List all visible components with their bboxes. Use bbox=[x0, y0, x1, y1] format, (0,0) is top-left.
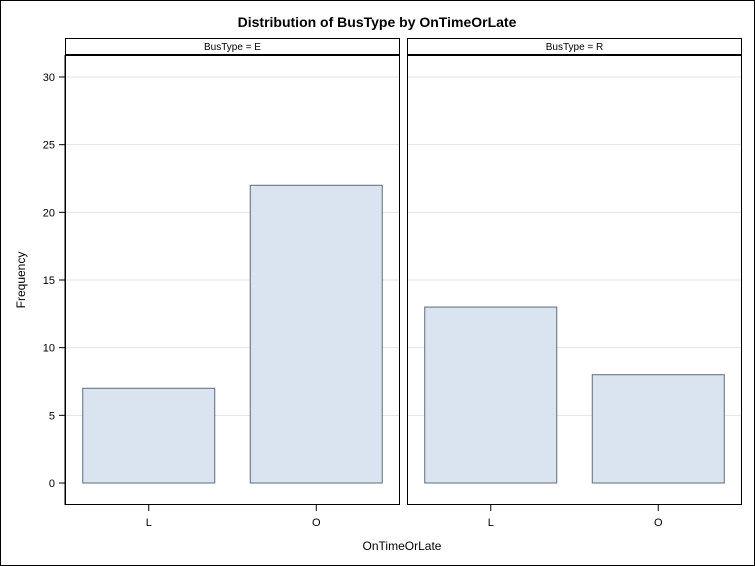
bar-1-L bbox=[82, 387, 216, 484]
chart-title: Distribution of BusType by OnTimeOrLate bbox=[238, 14, 517, 30]
bar-2-O bbox=[591, 374, 725, 484]
panel-1: L O BusType = E bbox=[65, 38, 400, 529]
panels-group: L O BusType = E L O BusType = R bbox=[65, 38, 742, 529]
x-tick-label: O bbox=[654, 517, 663, 529]
y-tick-label: 30 bbox=[43, 72, 55, 84]
y-tick-label: 5 bbox=[49, 410, 55, 422]
y-tick-label: 15 bbox=[43, 275, 55, 287]
panel-border bbox=[407, 38, 742, 505]
panel-2: L O BusType = R bbox=[407, 38, 742, 529]
x-tick-label: L bbox=[488, 517, 494, 529]
x-tick-label: L bbox=[146, 517, 152, 529]
y-tick-label: 25 bbox=[43, 140, 55, 152]
panel-border bbox=[65, 38, 400, 505]
panel-strip-bg bbox=[407, 38, 742, 55]
y-tick-label: 20 bbox=[43, 207, 55, 219]
x-axis-label: OnTimeOrLate bbox=[363, 539, 442, 553]
panel-strip-label: BusType = R bbox=[546, 42, 604, 53]
y-tick-label: 10 bbox=[43, 343, 55, 355]
y-axis-label: Frequency bbox=[14, 252, 28, 309]
bar-1-O bbox=[249, 184, 383, 484]
panel-strip-bg bbox=[65, 38, 400, 55]
y-tick-label: 0 bbox=[49, 478, 55, 490]
panel-strip-label: BusType = E bbox=[204, 42, 261, 53]
bar-2-L bbox=[424, 306, 558, 484]
x-tick-label: O bbox=[312, 517, 321, 529]
